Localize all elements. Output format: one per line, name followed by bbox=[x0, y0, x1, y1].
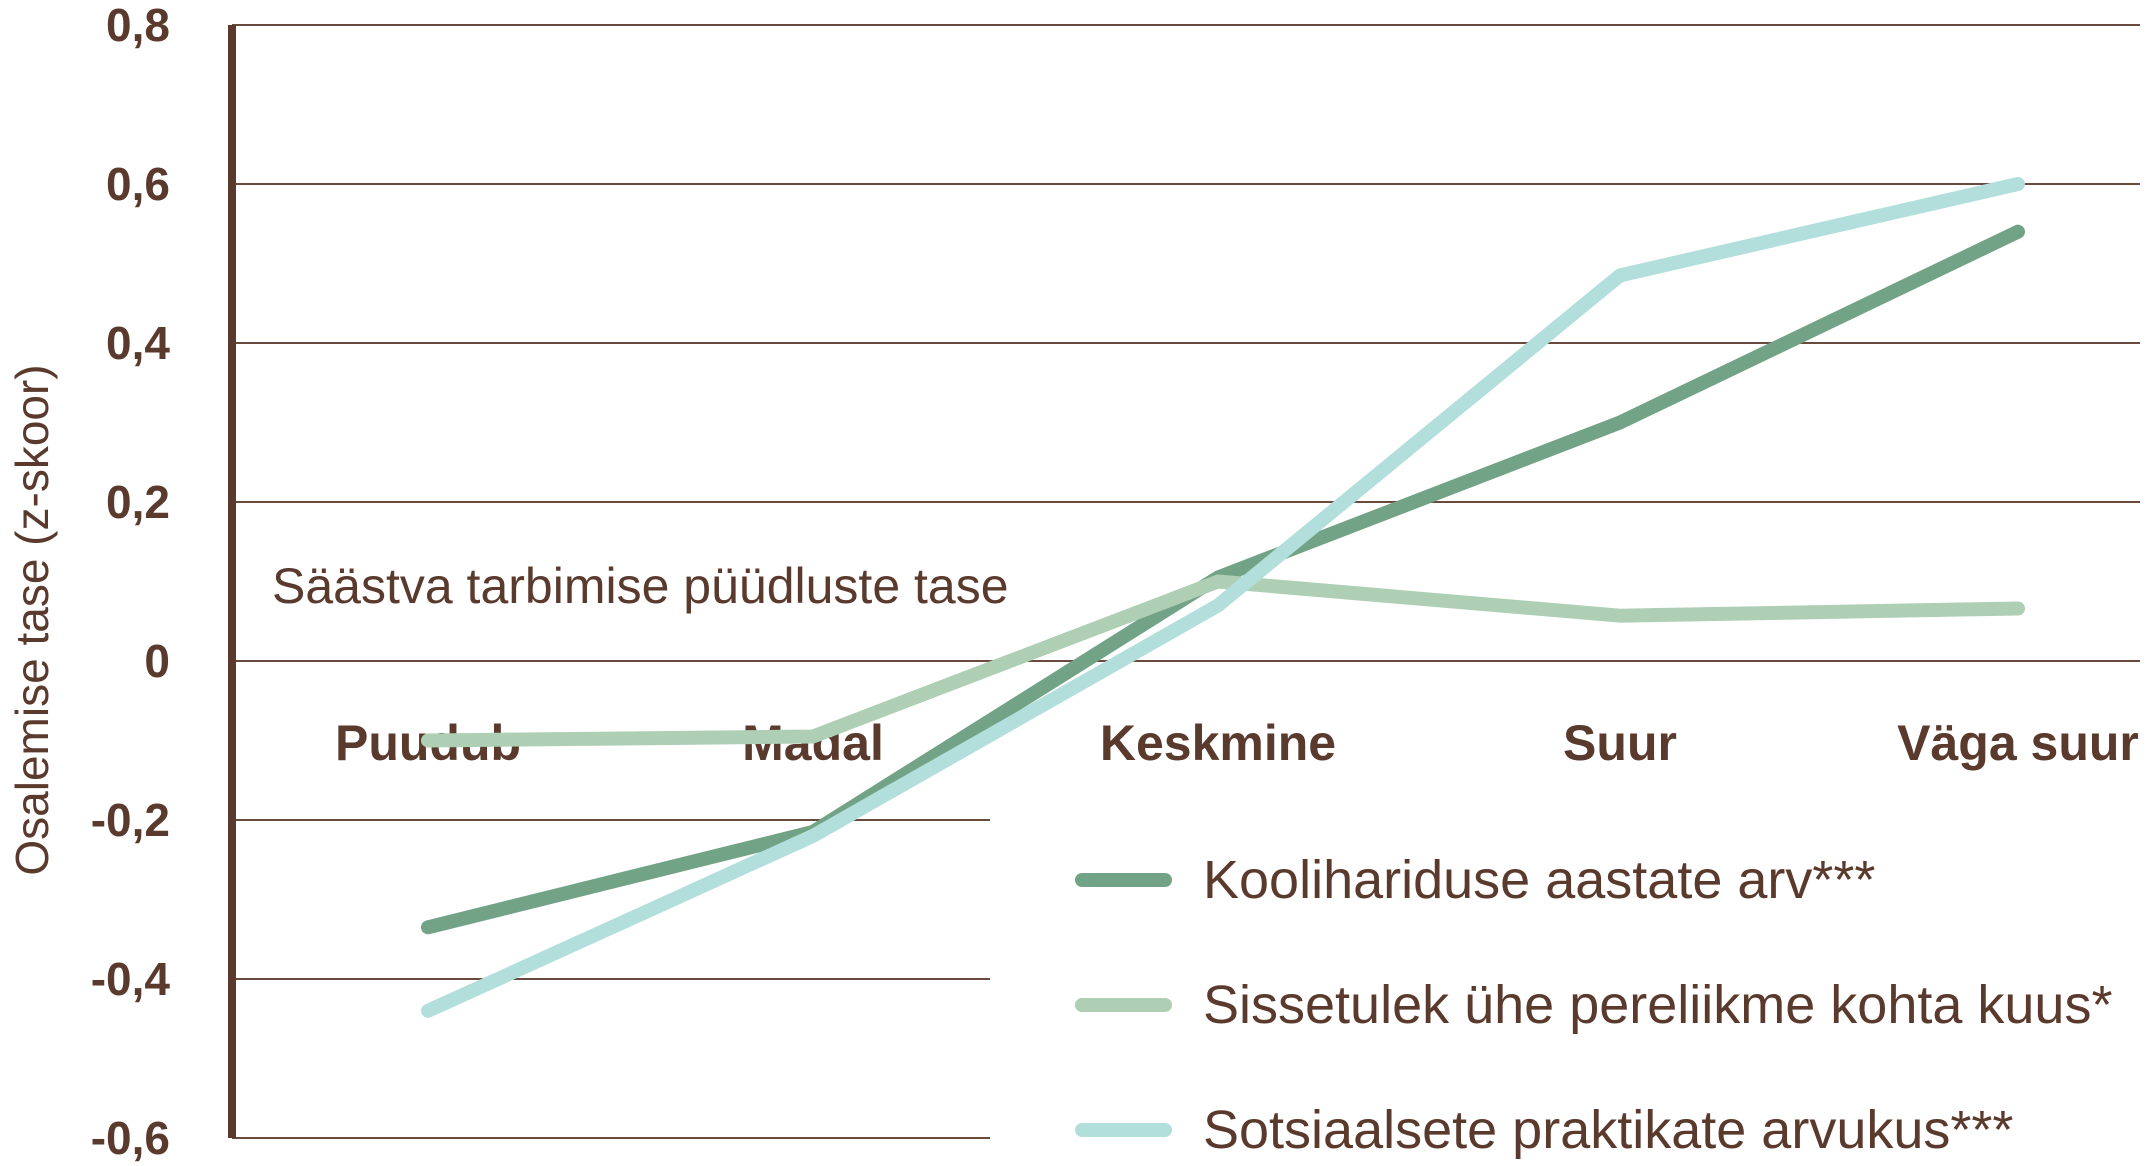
gridlines bbox=[232, 24, 2140, 1139]
legend-label: Sotsiaalsete praktikate arvukus*** bbox=[1203, 1100, 2013, 1160]
series-line bbox=[421, 177, 2025, 1018]
y-tick-label: 0,8 bbox=[106, 0, 170, 51]
series-line bbox=[421, 574, 2025, 748]
y-tick-label: -0,4 bbox=[91, 953, 171, 1005]
category-label: Suur bbox=[1563, 715, 1677, 771]
y-tick-label: 0,6 bbox=[106, 158, 170, 210]
y-tick-label: 0,2 bbox=[106, 476, 170, 528]
y-tick-label: -0,6 bbox=[91, 1112, 170, 1164]
y-axis-title: Osalemise tase (z-skoor) bbox=[6, 364, 58, 875]
category-label: Väga suur bbox=[1897, 715, 2139, 771]
y-tick-label: 0 bbox=[144, 635, 170, 687]
category-label: Keskmine bbox=[1100, 715, 1336, 771]
y-tick-label: 0,4 bbox=[106, 317, 170, 369]
series-lines bbox=[421, 177, 2025, 1018]
legend-label: Sissetulek ühe pereliikme kohta kuus* bbox=[1203, 975, 2112, 1035]
y-tick-label: -0,2 bbox=[91, 794, 170, 846]
legend: Koolihariduse aastate arv*** Sissetulek ü… bbox=[1075, 850, 2112, 1160]
legend-label: Koolihariduse aastate arv*** bbox=[1203, 850, 1875, 910]
x-axis-title: Säästva tarbimise püüdluste tase bbox=[272, 558, 1009, 614]
y-tick-labels: 0,8 0,6 0,4 0,2 0 -0,2 -0,4 -0,6 bbox=[91, 0, 171, 1164]
